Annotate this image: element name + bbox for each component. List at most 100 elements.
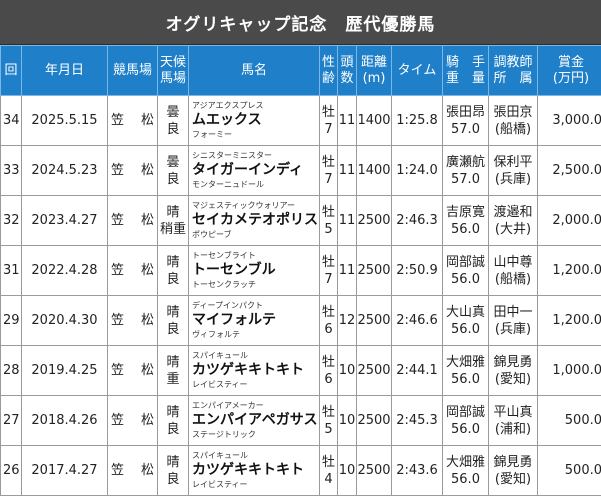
horse-cell: マジェスティックウォリアー セイカメテオポリス ポウピーブ [188,195,320,246]
header-venue: 競馬場 [107,45,158,96]
trainer-name: 張田京 [493,104,533,120]
trainer-stable: (船橋) [494,271,532,287]
header-date: 年月日 [21,45,108,96]
trainer-name: 田中一 [493,304,533,320]
jockey-name: 大畑雅 [445,354,485,370]
age-text: 6 [324,321,333,337]
jockey-cell: 大畑雅 56.0 [442,445,489,496]
jockey-weight: 56.0 [451,321,480,337]
venue-cell: 笠 松 [107,145,158,196]
trainer-cell: 保利平 (兵庫) [488,145,538,196]
horse-name: タイガーインディ [192,162,304,178]
age-text: 7 [324,121,333,137]
weather-track-cell: 曇良 [157,95,189,146]
venue-cell: 笠 松 [107,245,158,296]
sire-name: スパイキュール [192,351,248,360]
dam-name: ステージトリック [192,430,256,439]
age-text: 7 [324,171,333,187]
jockey-cell: 岡部誠 56.0 [442,395,489,446]
heads-cell: 11 [337,245,357,296]
table-row: 32 2023.4.27 笠 松晴稍重 マジェスティックウォリアー セイカメテオポリスポ… [0,195,601,246]
track-text: 良 [166,421,180,437]
time-cell: 1:25.8 [391,95,443,146]
date-cell: 2023.4.27 [21,195,108,246]
jockey-cell: 大山真 56.0 [442,295,489,346]
jockey-name: 吉原寛 [445,204,485,220]
prize-cell: 1,200.0 [537,295,601,346]
date-cell: 2025.5.15 [21,95,108,146]
weather-track-cell: 晴稍重 [157,195,189,246]
horse-name: マイフォルテ [192,312,276,328]
sex-text: 牡 [321,404,335,420]
track-text: 良 [166,321,180,337]
table-row: 31 2022.4.28 笠 松晴良トーセンブライト トーセンブル トーセンクラッチ牡 7… [0,245,601,296]
weather-text: 曇 [166,154,180,170]
jockey-weight: 56.0 [451,271,480,287]
track-text: 良 [166,471,180,487]
horse-cell: ディープインパクト マイフォルテ ヴィフォルテ [188,295,320,346]
time-cell: 2:43.6 [391,445,443,496]
distance-cell: 2500 [356,195,392,246]
horse-cell: アジアエクスプレス ムエックス フォーミー [188,95,320,146]
sex-text: 牡 [321,154,335,170]
weather-text: 晴 [166,404,180,420]
trainer-stable: (船橋) [494,121,532,137]
jockey-weight: 56.0 [451,371,480,387]
jockey-weight: 56.0 [451,471,480,487]
weather-text: 晴 [166,354,180,370]
prize-cell: 3,000.0 [537,95,601,146]
round-cell: 29 [0,295,22,346]
weather-text: 晴 [166,204,180,220]
heads-cell: 10 [337,395,357,446]
round-cell: 27 [0,395,22,446]
horse-name: カツゲキキトキト [192,362,304,378]
time-cell: 2:46.3 [391,195,443,246]
track-text: 良 [166,271,180,287]
horse-name: エンパイアペガサス [192,412,318,428]
venue-cell: 笠 松 [107,195,158,246]
distance-cell: 2500 [356,245,392,296]
trainer-stable: (兵庫) [494,321,532,337]
dam-name: ポウピーブ [192,230,232,239]
heads-cell: 11 [337,95,357,146]
weather-text: 晴 [166,254,180,270]
table-row: 33 2024.5.23 笠 松曇良シニスターミニスター タイガーインディ モンターニュ… [0,145,601,196]
prize-cell: 500.0 [537,395,601,446]
heads-cell: 10 [337,445,357,496]
dam-name: レイビスティー [192,480,248,489]
date-cell: 2022.4.28 [21,245,108,296]
trainer-cell: 張田京 (船橋) [488,95,538,146]
jockey-cell: 吉原寛 56.0 [442,195,489,246]
trainer-stable: (愛知) [494,371,532,387]
trainer-cell: 田中一 (兵庫) [488,295,538,346]
date-cell: 2024.5.23 [21,145,108,196]
weather-track-cell: 晴良 [157,445,189,496]
trainer-stable: (浦和) [494,421,532,437]
heads-cell: 12 [337,295,357,346]
horse-cell: スパイキュールカツゲキキトキトレイビスティー [188,345,320,396]
horse-name: ムエックス [192,112,262,128]
sire-name: シニスターミニスター [192,151,272,160]
horse-cell: シニスターミニスター タイガーインディ モンターニュドール [188,145,320,196]
jockey-cell: 岡部誠 56.0 [442,245,489,296]
horse-cell: スパイキュール カツゲキキトキト レイビスティー [188,445,320,496]
sex-text: 牡 [321,304,335,320]
time-cell: 2:45.3 [391,395,443,446]
distance-cell: 1400 [356,95,392,146]
jockey-name: 岡部誠 [445,404,485,420]
prize-cell: 1,200.0 [537,245,601,296]
jockey-name: 大畑雅 [445,454,485,470]
table-row: 28 2019.4.25 笠 松晴重スパイキュール カツゲキキトキト レイビスティー牡 6… [0,345,601,396]
time-cell: 2:44.1 [391,345,443,396]
dam-name: レイビスティー [192,380,248,389]
sire-name: ディープインパクト [192,301,263,310]
jockey-weight: 57.0 [451,171,480,187]
trainer-cell: 平山真 (浦和) [488,395,538,446]
